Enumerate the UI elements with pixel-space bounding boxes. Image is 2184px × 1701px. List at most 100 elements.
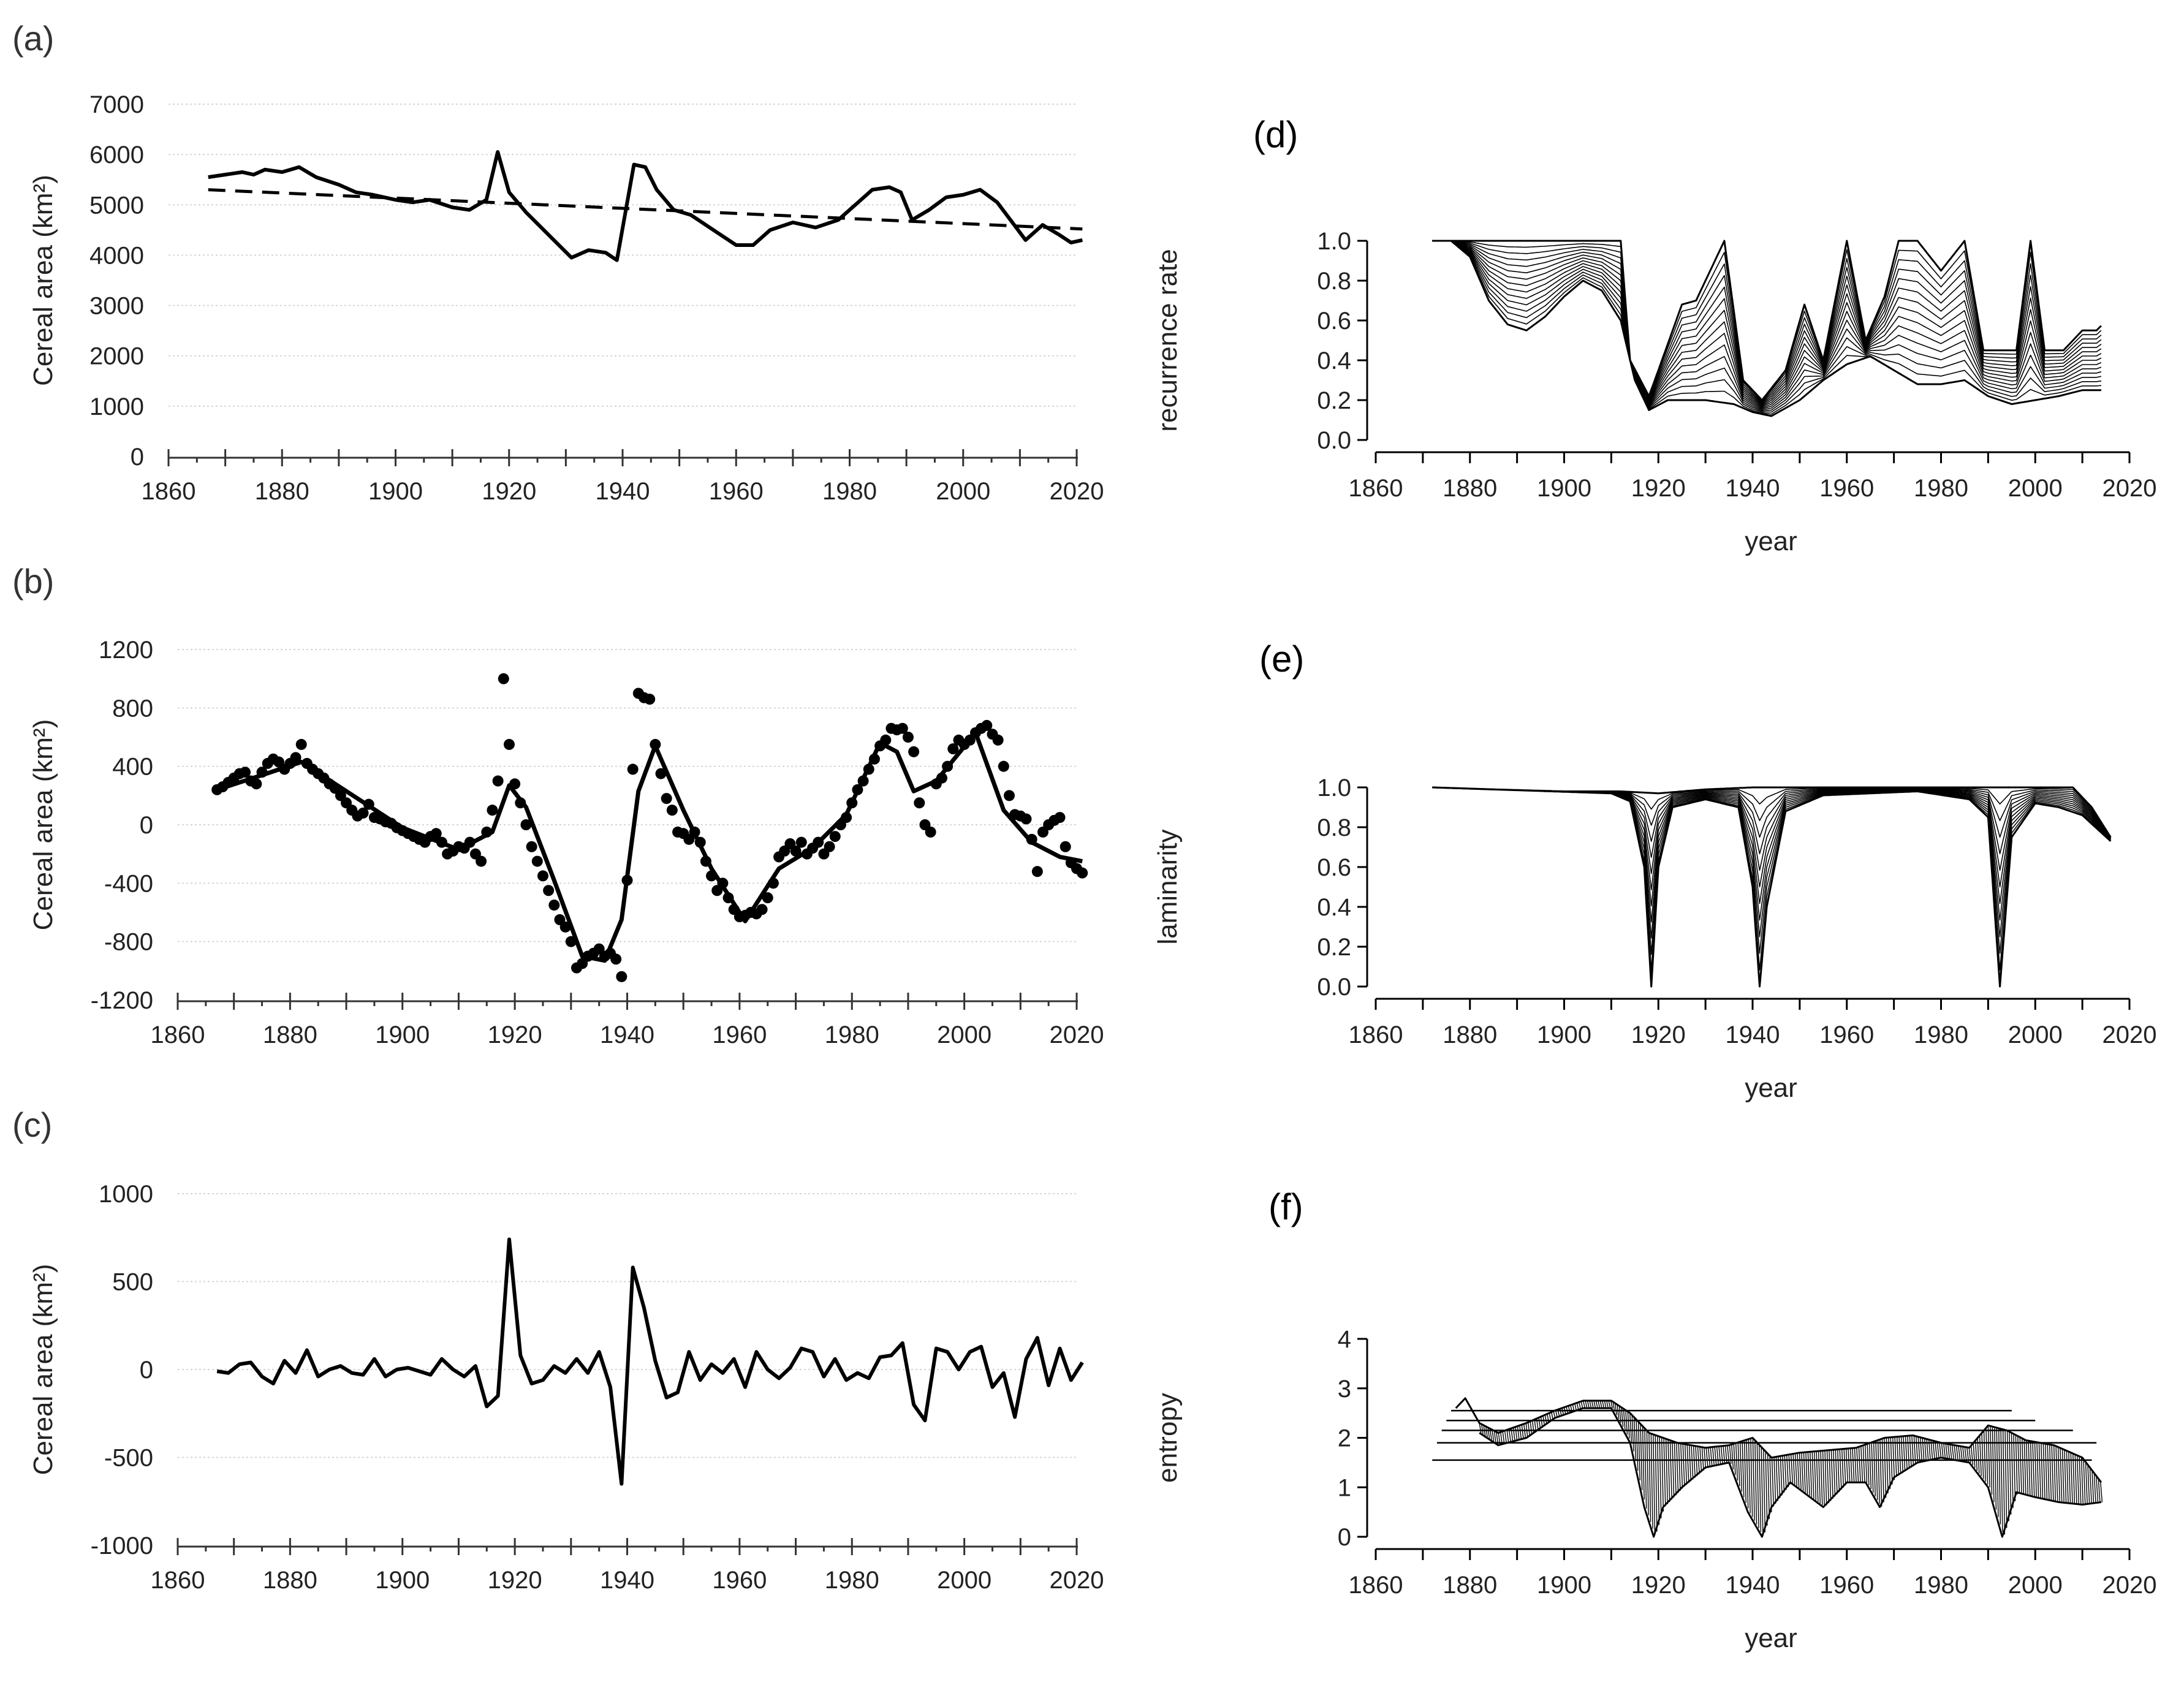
recurrence-line <box>1432 240 2102 406</box>
chart-panel-e: 0.0 0.2 0.4 0.6 0.8 1.0 1860 1880 1900 1920 1940 19… <box>1153 775 2156 1103</box>
data-point <box>846 797 858 809</box>
x-tick-label: 1860 <box>1349 1572 1403 1599</box>
data-point <box>520 819 532 830</box>
entropy-hatch <box>1890 1437 1893 1485</box>
entropy-hatch <box>1487 1427 1490 1439</box>
entropy-hatch <box>1782 1455 1785 1493</box>
entropy-hatch <box>1648 1433 1651 1522</box>
entropy-hatch <box>1527 1422 1531 1437</box>
x-tick-label: 1880 <box>255 478 309 505</box>
entropy-hatch <box>2091 1470 2095 1504</box>
x-tick-label: 1940 <box>600 1021 654 1048</box>
entropy-hatch <box>1653 1434 1656 1536</box>
entropy-hatch <box>1612 1401 1615 1412</box>
data-point <box>256 767 268 778</box>
entropy-hatch <box>1489 1428 1492 1440</box>
entropy-hatch <box>1826 1450 1829 1504</box>
x-tick-label: 1980 <box>1914 475 1968 502</box>
entropy-hatch <box>1718 1446 1721 1465</box>
x-tick-label: 1900 <box>1537 1021 1591 1048</box>
y-axis-label: laminarity <box>1153 829 1183 944</box>
entropy-hatch <box>1797 1453 1800 1488</box>
entropy-hatch <box>1971 1445 1974 1465</box>
entropy-hatch <box>1909 1435 1912 1468</box>
x-axis-label: year <box>1745 1073 1797 1103</box>
x-tick-label: 1980 <box>1914 1021 1968 1048</box>
entropy-hatch <box>1701 1447 1704 1471</box>
entropy-hatch <box>1932 1441 1935 1460</box>
entropy-hatch <box>1650 1433 1653 1529</box>
data-point <box>503 738 515 750</box>
entropy-hatch <box>2098 1479 2101 1503</box>
entropy-hatch <box>1589 1400 1592 1409</box>
entropy-hatch <box>1919 1437 1923 1462</box>
x-tick-label: 1880 <box>263 1567 317 1594</box>
x-tick-label: 1960 <box>1819 1572 1874 1599</box>
entropy-hatch <box>2080 1457 2084 1505</box>
y-tick-label: 5000 <box>89 192 144 219</box>
y-tick-label: 4000 <box>89 242 144 269</box>
y-tick-label: -1200 <box>91 987 153 1014</box>
y-tick-label: 0 <box>140 1357 153 1384</box>
x-tick-label: 2020 <box>1050 1021 1104 1048</box>
y-tick-label: -400 <box>104 870 153 897</box>
entropy-hatch <box>1530 1421 1533 1436</box>
entropy-hatch <box>2015 1434 2018 1495</box>
x-tick-label: 1940 <box>1726 1021 1780 1048</box>
entropy-hatch <box>1636 1419 1639 1471</box>
entropy-hatch <box>1854 1447 1857 1483</box>
entropy-hatch <box>1775 1457 1778 1501</box>
entropy-hatch <box>1939 1442 1942 1458</box>
y-tick-label: 4 <box>1338 1326 1351 1353</box>
entropy-hatch <box>1830 1450 1833 1499</box>
chart-panel-f: 0 1 2 3 4 1860 1880 1900 1920 1940 1960 1980 2000 202… <box>1153 1326 2156 1653</box>
entropy-hatch <box>1665 1439 1668 1504</box>
entropy-hatch <box>1598 1400 1601 1409</box>
data-point <box>526 841 537 852</box>
y-tick-label: 0.8 <box>1317 814 1351 841</box>
y-tick-label: -500 <box>104 1445 153 1472</box>
recurrence-line <box>1432 240 2102 401</box>
entropy-hatch <box>1822 1450 1825 1507</box>
x-tick-label: 1980 <box>825 1567 879 1594</box>
data-point <box>700 855 711 867</box>
data-point <box>795 836 807 848</box>
x-tick-label: 2000 <box>936 478 990 505</box>
entropy-hatch <box>1979 1435 1982 1477</box>
y-tick-label: 0.4 <box>1317 894 1351 921</box>
entropy-hatch <box>1856 1447 1859 1483</box>
y-tick-label: 1.0 <box>1317 775 1351 801</box>
x-tick-label: 1940 <box>600 1567 654 1594</box>
x-tick-label: 1880 <box>1443 1021 1497 1048</box>
chart-panel-b: -1200 -800 -400 0 400 800 1200 1860 1880 1900 1920… <box>28 637 1104 1048</box>
entropy-hatch <box>1595 1400 1598 1409</box>
y-tick-label: 0.4 <box>1317 347 1351 374</box>
x-tick-label: 2000 <box>2008 475 2063 502</box>
data-point <box>767 877 779 889</box>
data-point <box>942 760 954 772</box>
entropy-hatch <box>1661 1437 1664 1512</box>
y-tick-label: 400 <box>112 754 153 781</box>
y-tick-label: 1000 <box>89 393 144 420</box>
data-point <box>936 772 947 784</box>
entropy-hatch <box>1724 1445 1727 1464</box>
entropy-hatch <box>1492 1430 1495 1442</box>
entropy-hatch <box>1731 1444 1734 1470</box>
entropy-hatch <box>1754 1440 1757 1525</box>
entropy-hatch <box>2034 1442 2037 1498</box>
entropy-hatch <box>1996 1427 1999 1517</box>
entropy-hatch <box>1867 1444 1870 1485</box>
data-point <box>908 746 920 757</box>
entropy-hatch <box>2096 1476 2099 1503</box>
entropy-hatch <box>1517 1426 1520 1441</box>
entropy-hatch <box>1663 1438 1666 1507</box>
panel-tag-e: (e) <box>1259 638 1304 680</box>
trend-line-dashed <box>208 188 1083 231</box>
y-tick-label: 1 <box>1338 1474 1351 1501</box>
entropy-hatch <box>1992 1426 1995 1502</box>
entropy-hatch <box>1803 1452 1806 1493</box>
entropy-hatch <box>2066 1450 2069 1503</box>
entropy-hatch <box>1737 1442 1740 1487</box>
x-tick-label: 1880 <box>263 1021 317 1048</box>
recurrence-line <box>1432 240 2102 405</box>
